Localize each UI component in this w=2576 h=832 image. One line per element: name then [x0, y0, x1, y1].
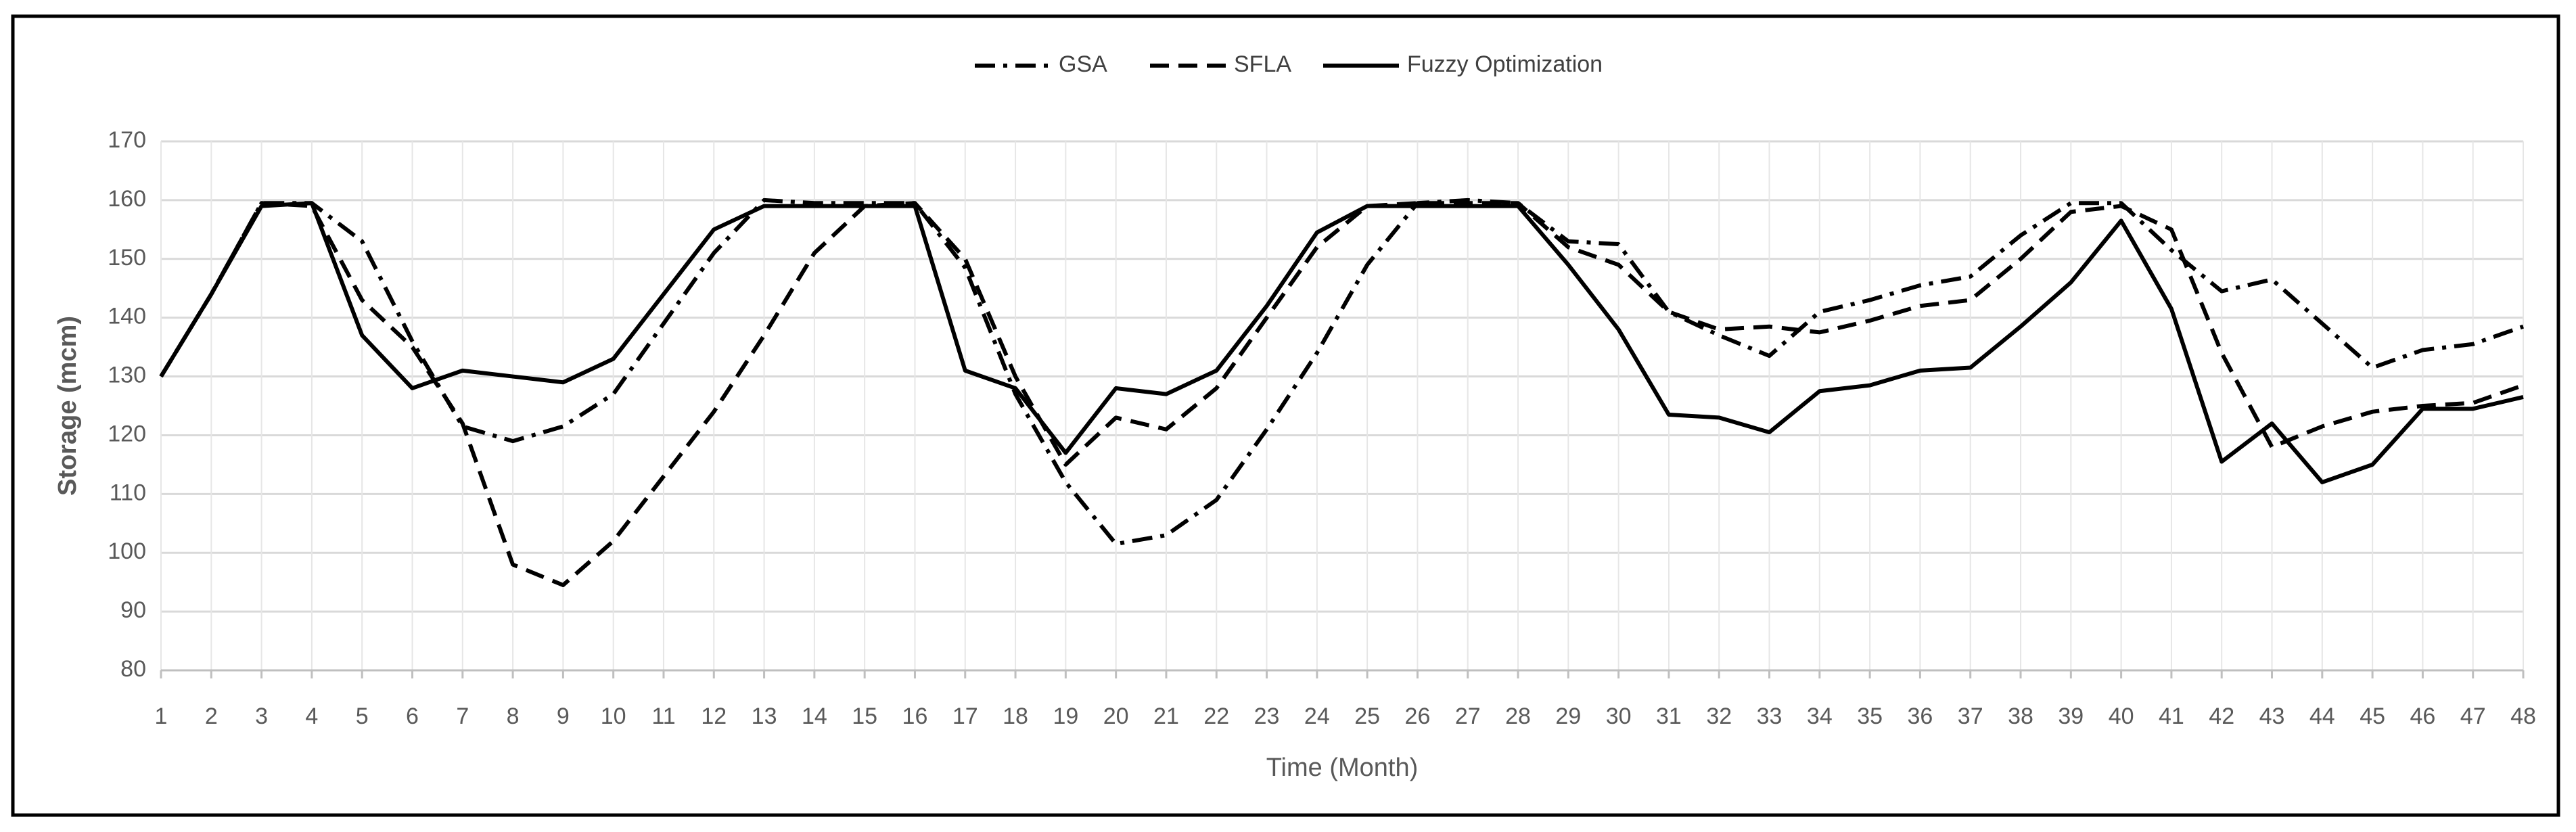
x-tick-label: 17 [952, 703, 978, 729]
x-tick-label: 9 [557, 703, 570, 729]
x-tick-label: 47 [2460, 703, 2486, 729]
x-tick-label: 10 [601, 703, 626, 729]
x-tick-label: 13 [752, 703, 777, 729]
x-tick-label: 16 [902, 703, 928, 729]
x-tick-label: 7 [456, 703, 469, 729]
x-tick-label: 44 [2309, 703, 2335, 729]
x-tick-label: 1 [155, 703, 168, 729]
series-line [159, 201, 2524, 588]
legend-label: SFLA [1234, 51, 1291, 77]
x-tick-label: 5 [356, 703, 369, 729]
x-tick-label: 6 [406, 703, 419, 729]
x-tick-label: 31 [1656, 703, 1682, 729]
y-tick-label: 120 [108, 421, 146, 446]
y-tick-label: 110 [110, 480, 146, 505]
x-tick-label: 26 [1405, 703, 1431, 729]
x-tick-label: 32 [1706, 703, 1732, 729]
y-axis-title: Storage (mcm) [53, 316, 82, 496]
y-tick-label: 150 [108, 245, 146, 271]
x-tick-label: 20 [1103, 703, 1129, 729]
x-tick-label: 48 [2510, 703, 2536, 729]
x-tick-label: 30 [1606, 703, 1632, 729]
x-tick-label: 11 [651, 703, 675, 729]
x-tick-label: 21 [1153, 703, 1179, 729]
y-tick-label: 160 [108, 186, 146, 212]
x-tick-label: 28 [1505, 703, 1531, 729]
x-tick-label: 36 [1908, 703, 1933, 729]
x-tick-label: 40 [2109, 703, 2134, 729]
x-tick-label: 8 [507, 703, 520, 729]
y-tick-label: 80 [120, 656, 146, 682]
x-tick-label: 15 [852, 703, 877, 729]
x-tick-label: 25 [1354, 703, 1380, 729]
x-tick-label: 22 [1203, 703, 1229, 729]
x-tick-label: 2 [205, 703, 218, 729]
x-tick-label: 24 [1304, 703, 1330, 729]
x-tick-label: 37 [1958, 703, 1983, 729]
x-tick-label: 3 [255, 703, 268, 729]
legend-label: Fuzzy Optimization [1407, 51, 1603, 77]
y-tick-label: 170 [108, 127, 146, 153]
x-tick-label: 14 [802, 703, 827, 729]
x-tick-label: 27 [1455, 703, 1481, 729]
x-tick-label: 19 [1053, 703, 1078, 729]
x-tick-label: 39 [2058, 703, 2084, 729]
x-tick-label: 45 [2360, 703, 2385, 729]
x-tick-label: 29 [1555, 703, 1581, 729]
x-tick-label: 34 [1807, 703, 1833, 729]
x-tick-label: 43 [2259, 703, 2285, 729]
y-tick-label: 140 [108, 304, 146, 329]
x-tick-label: 46 [2410, 703, 2435, 729]
x-tick-label: 35 [1857, 703, 1883, 729]
y-tick-label: 130 [108, 363, 146, 388]
x-tick-label: 23 [1254, 703, 1280, 729]
x-axis-title: Time (Month) [1266, 754, 1419, 782]
x-tick-label: 42 [2209, 703, 2234, 729]
x-tick-label: 4 [305, 703, 318, 729]
x-tick-label: 33 [1757, 703, 1782, 729]
y-tick-label: 90 [120, 597, 146, 623]
y-tick-label: 100 [108, 538, 146, 564]
x-tick-label: 12 [701, 703, 727, 729]
chart-border [11, 14, 2560, 817]
legend-label: GSA [1059, 51, 1107, 77]
x-tick-label: 38 [2008, 703, 2033, 729]
x-tick-label: 41 [2159, 703, 2184, 729]
x-tick-label: 18 [1003, 703, 1028, 729]
series-line [159, 201, 2524, 484]
